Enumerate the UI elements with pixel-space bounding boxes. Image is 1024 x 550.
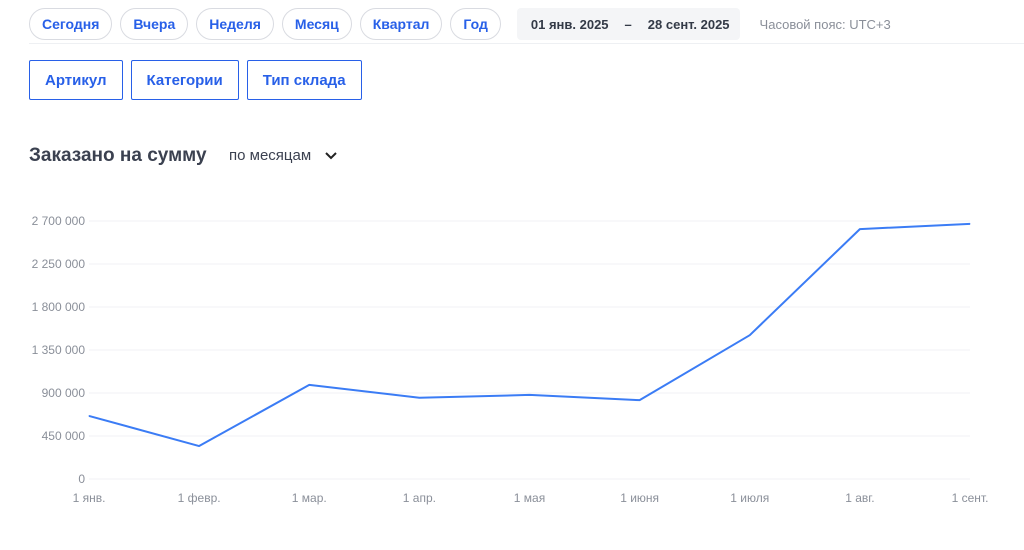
y-tick-label: 1 350 000 <box>32 343 86 357</box>
filter-warehouse-type-button[interactable]: Тип склада <box>246 60 362 100</box>
data-point <box>529 394 530 396</box>
x-tick-label: 1 апр. <box>403 491 436 505</box>
filter-article-button[interactable]: Артикул <box>29 60 123 100</box>
x-tick-label: 1 июля <box>730 491 769 505</box>
x-tick-label: 1 сент. <box>952 491 989 505</box>
y-tick-label: 2 700 000 <box>32 214 86 228</box>
series-line <box>88 222 971 448</box>
period-month-button[interactable]: Месяц <box>281 8 352 40</box>
period-week-button[interactable]: Неделя <box>196 8 274 40</box>
y-tick-label: 900 000 <box>42 386 86 400</box>
date-separator: – <box>624 16 632 32</box>
x-tick-label: 1 февр. <box>178 491 221 505</box>
x-tick-label: 1 мая <box>514 491 545 505</box>
x-tick-label: 1 июня <box>620 491 659 505</box>
period-selector: Сегодня Вчера Неделя Месяц Квартал Год 0… <box>29 8 891 40</box>
period-year-button[interactable]: Год <box>450 8 501 40</box>
date-range-picker[interactable]: 01 янв. 2025 – 28 сент. 2025 <box>516 8 740 40</box>
data-point <box>88 415 90 417</box>
data-point <box>859 228 861 230</box>
x-tick-label: 1 мар. <box>292 491 327 505</box>
filter-bar: Артикул Категории Тип склада <box>29 60 362 100</box>
data-point <box>308 384 310 386</box>
y-tick-label: 450 000 <box>42 429 86 443</box>
y-tick-label: 1 800 000 <box>32 300 86 314</box>
data-point <box>418 397 420 399</box>
date-to: 28 сент. 2025 <box>647 16 730 32</box>
data-point <box>639 399 641 401</box>
date-from: 01 янв. 2025 <box>530 16 609 32</box>
y-tick-label: 0 <box>78 472 85 486</box>
chevron-down-icon <box>325 151 337 159</box>
grouping-value: по месяцам <box>229 147 312 164</box>
grouping-dropdown[interactable]: по месяцам <box>229 147 337 164</box>
period-today-button[interactable]: Сегодня <box>29 8 113 40</box>
data-point <box>749 334 751 336</box>
timezone-label: Часовой пояс: UTC+3 <box>759 16 891 32</box>
period-yesterday-button[interactable]: Вчера <box>120 8 189 40</box>
y-tick-label: 2 250 000 <box>32 257 86 271</box>
divider <box>29 43 1024 44</box>
section-title: Заказано на сумму <box>29 145 207 166</box>
period-quarter-button[interactable]: Квартал <box>359 8 443 40</box>
x-tick-label: 1 янв. <box>73 491 106 505</box>
filter-categories-button[interactable]: Категории <box>130 60 239 100</box>
x-tick-label: 1 авг. <box>845 491 874 505</box>
data-point <box>969 223 971 225</box>
data-point <box>198 445 200 447</box>
